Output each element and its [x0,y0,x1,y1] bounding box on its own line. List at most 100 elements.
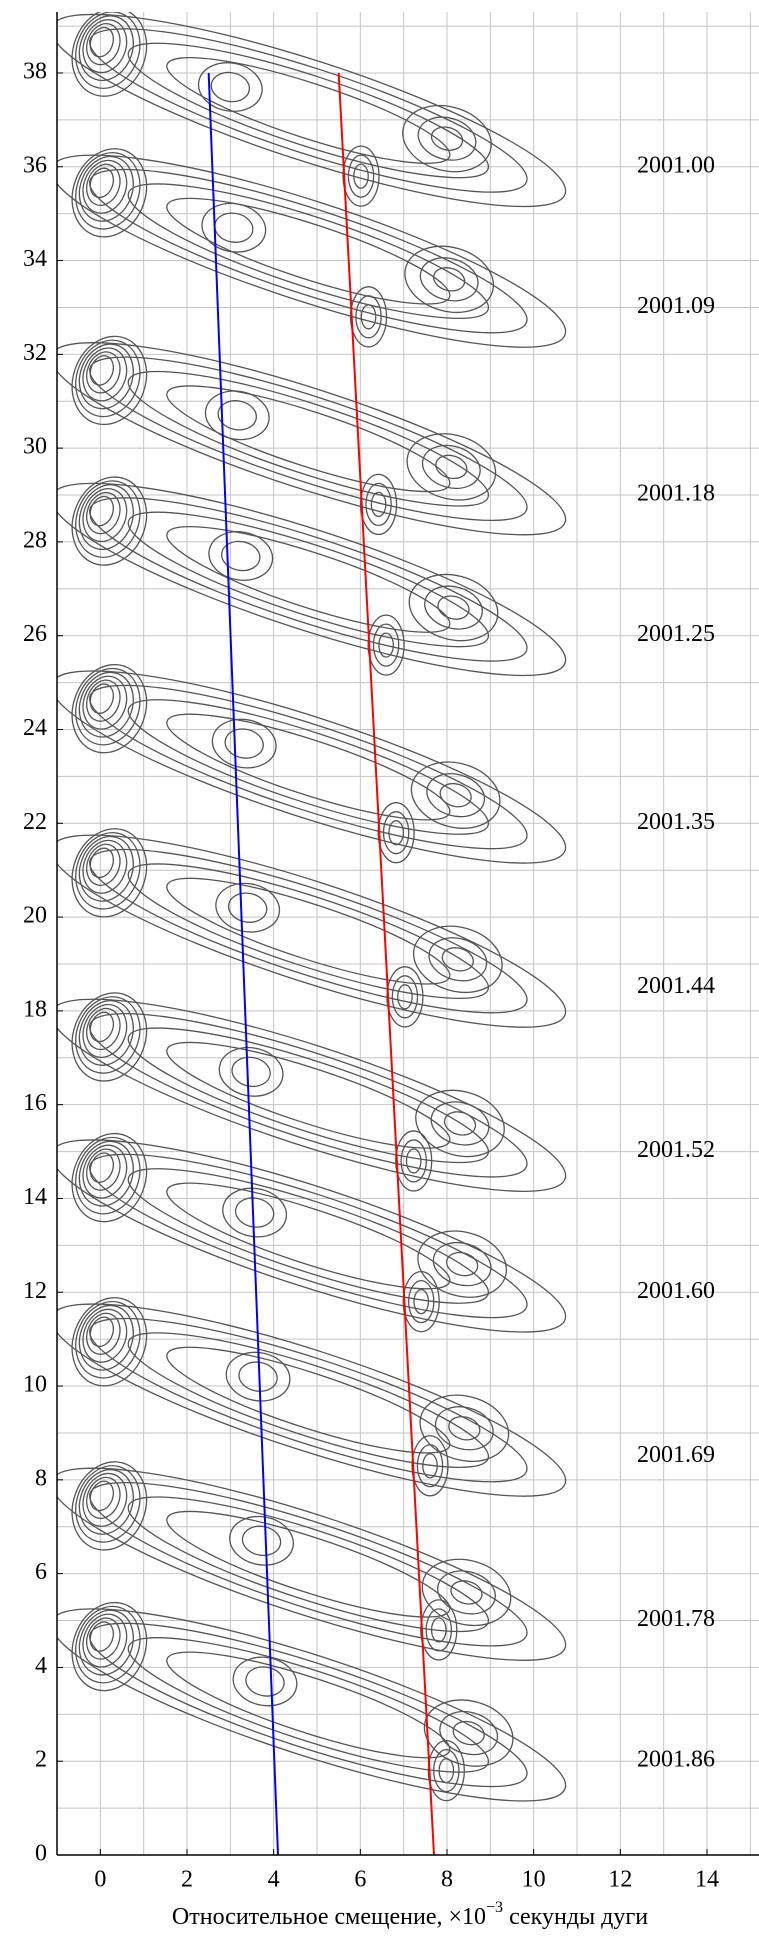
contour-maps [36,0,580,1836]
contour [159,1023,458,1167]
x-label-exp: −3 [486,1899,503,1916]
epoch-label: 2001.09 [637,293,715,319]
epoch-label: 2001.18 [637,481,715,507]
chart: 0246810121402468101214161820222426283032… [0,0,759,1943]
contour [77,140,540,363]
grid [57,12,759,1855]
x-tick-label: 6 [354,1867,366,1893]
contour [65,1597,150,1692]
contour [406,917,509,1002]
y-tick-label: 16 [23,1090,47,1116]
y-tick-label: 10 [23,1372,47,1398]
contour [230,1054,273,1089]
contour [439,1759,453,1783]
contour [118,675,499,858]
contour [65,1293,150,1388]
contour [159,38,458,182]
contour [65,472,150,567]
epoch-label: 2001.60 [637,1278,715,1304]
contour [118,1308,499,1491]
contour [159,507,458,651]
y-tick-label: 36 [23,152,47,178]
y-tick-label: 34 [23,246,47,272]
y-tick-label: 8 [35,1465,47,1491]
contour [159,1633,458,1777]
y-tick-label: 20 [23,903,47,929]
contour [418,439,485,494]
x-label-tail: секунды дуги [503,1904,648,1930]
x-tick-label: 0 [94,1867,106,1893]
y-tick-label: 2 [35,1747,47,1773]
x-tick-label: 2 [181,1867,193,1893]
contour [354,164,368,188]
contour [159,1492,458,1636]
contour [65,3,150,98]
contour [77,1594,540,1817]
contour [420,580,487,635]
contour [159,367,458,511]
contour [65,144,150,239]
y-tick-label: 32 [23,340,47,366]
contour [36,308,580,570]
contour [407,1149,421,1173]
epoch-label: 2001.69 [637,1442,715,1468]
contour [389,821,403,845]
contour [159,695,458,839]
contour [404,753,507,838]
y-tick-label: 22 [23,809,47,835]
contour [451,1718,487,1748]
contour [65,659,150,754]
contour [36,636,580,898]
contour [223,726,266,761]
contour [440,944,476,974]
contour [36,448,580,710]
x-axis-label: Относительное смещение, ×10−3 секунды ду… [172,1899,648,1930]
x-tick-label: 12 [608,1867,632,1893]
y-tick-label: 6 [35,1559,47,1585]
contour [356,296,381,338]
contour [77,1289,540,1512]
y-tick-label: 30 [23,434,47,460]
contour [384,812,409,854]
y-tick-label: 0 [35,1841,47,1867]
x-tick-label: 4 [268,1867,280,1893]
contour [77,820,540,1043]
y-tick-label: 18 [23,996,47,1022]
y-tick-label: 28 [23,527,47,553]
contour [424,932,491,987]
contour [212,879,283,937]
contour [65,1128,150,1223]
labels: 0246810121402468101214161820222426283032… [23,58,719,1892]
contour [159,179,458,323]
contour [415,1550,518,1635]
contour [65,988,150,1083]
contour [77,1125,540,1348]
y-tick-label: 38 [23,58,47,84]
epoch-label: 2001.52 [637,1137,715,1163]
epoch-label: 2001.35 [637,809,715,835]
contour [209,714,280,772]
contour [36,1574,580,1836]
contour [118,839,499,1022]
contour [65,331,150,426]
contour [397,237,500,322]
contour [212,210,255,245]
contour [36,1269,580,1531]
contour [240,1523,283,1558]
contour [226,890,269,925]
contour [36,964,580,1226]
contour [198,199,269,257]
y-tick-label: 14 [23,1184,47,1210]
contour [77,656,540,879]
y-tick-label: 4 [35,1653,47,1679]
contour [202,386,273,444]
x-tick-label: 8 [441,1867,453,1893]
contour [244,1664,287,1699]
contour [205,527,276,585]
x-label-main: Относительное смещение, ×10 [172,1904,486,1930]
contour [435,593,471,623]
contour [361,305,375,329]
epoch-label: 2001.86 [637,1747,715,1773]
contour [36,120,580,382]
contour [229,1652,300,1710]
